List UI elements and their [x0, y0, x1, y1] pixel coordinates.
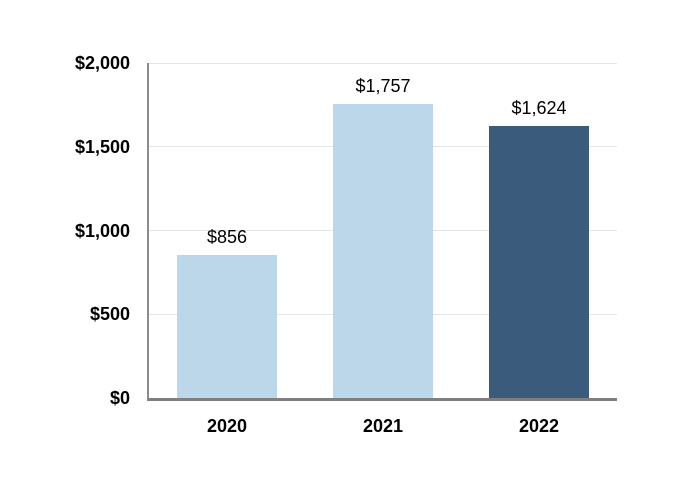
plot-area: $856 $1,757 $1,624 [147, 62, 617, 401]
bar-2021 [333, 103, 433, 398]
bar-value-label: $1,624 [511, 97, 567, 118]
bar-value-label: $856 [206, 226, 248, 247]
bar-2022 [489, 125, 589, 398]
gridline-2000 [149, 62, 617, 64]
y-tick-label: $1,000 [74, 220, 130, 241]
bar-value-label: $1,757 [355, 75, 411, 96]
y-tick-label: $1,500 [74, 136, 130, 157]
x-tick-label-2022: 2022 [518, 416, 560, 436]
x-tick-label-2020: 2020 [206, 416, 248, 436]
bar-2020 [177, 254, 277, 398]
y-tick-label: $2,000 [74, 53, 130, 73]
x-tick-label-2021: 2021 [362, 416, 404, 436]
y-tick-label: $0 [109, 388, 130, 408]
y-tick-label: $500 [89, 304, 130, 325]
